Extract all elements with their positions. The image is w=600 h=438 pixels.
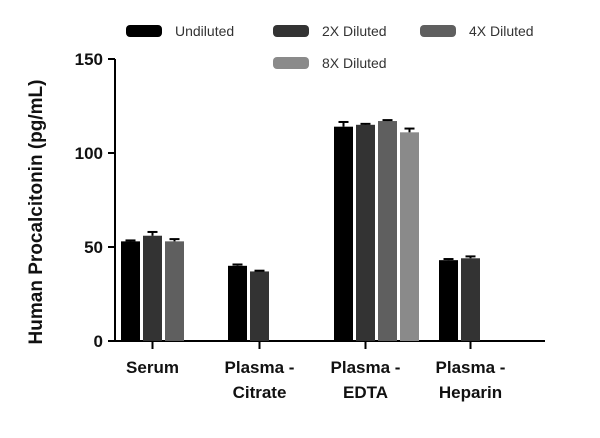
legend-swatch	[273, 57, 309, 69]
bar	[439, 260, 458, 341]
bar	[121, 241, 140, 341]
y-axis-title: Human Procalcitonin (pg/mL)	[26, 80, 47, 345]
axes: 0 50 100 150	[75, 50, 545, 351]
category-label-line2: EDTA	[343, 383, 388, 402]
error-bars	[125, 119, 476, 272]
bar	[334, 126, 353, 342]
y-tick-label: 100	[75, 144, 103, 163]
legend-label: Undiluted	[175, 23, 234, 39]
legend-swatch	[420, 25, 456, 37]
y-tick-label: 50	[84, 238, 103, 257]
legend-label: 2X Diluted	[322, 23, 387, 39]
bar	[250, 271, 269, 341]
category-label: Serum	[126, 358, 179, 377]
category-label: Plasma -	[225, 358, 295, 377]
legend-label: 8X Diluted	[322, 55, 387, 71]
category-label: Plasma -	[331, 358, 401, 377]
bar	[400, 132, 419, 341]
bars	[121, 121, 480, 342]
legend-swatch	[126, 25, 162, 37]
bar	[143, 235, 162, 341]
bar	[228, 265, 247, 341]
category-label: Plasma -	[436, 358, 506, 377]
y-tick-label: 0	[94, 332, 103, 351]
category-labels: Serum Plasma - Citrate Plasma - EDTA Plasma -…	[126, 358, 505, 402]
legend-swatch	[273, 25, 309, 37]
bar	[461, 258, 480, 341]
y-axis-title-group: Human Procalcitonin (pg/mL)	[26, 80, 47, 345]
y-tick-label: 150	[75, 50, 103, 69]
bar	[356, 124, 375, 341]
legend-label: 4X Diluted	[469, 23, 534, 39]
bar	[165, 241, 184, 341]
category-label-line2: Citrate	[233, 383, 287, 402]
bar	[378, 121, 397, 341]
legend: Undiluted 2X Diluted 4X Diluted 8X Diluted	[126, 23, 534, 71]
category-label-line2: Heparin	[439, 383, 502, 402]
